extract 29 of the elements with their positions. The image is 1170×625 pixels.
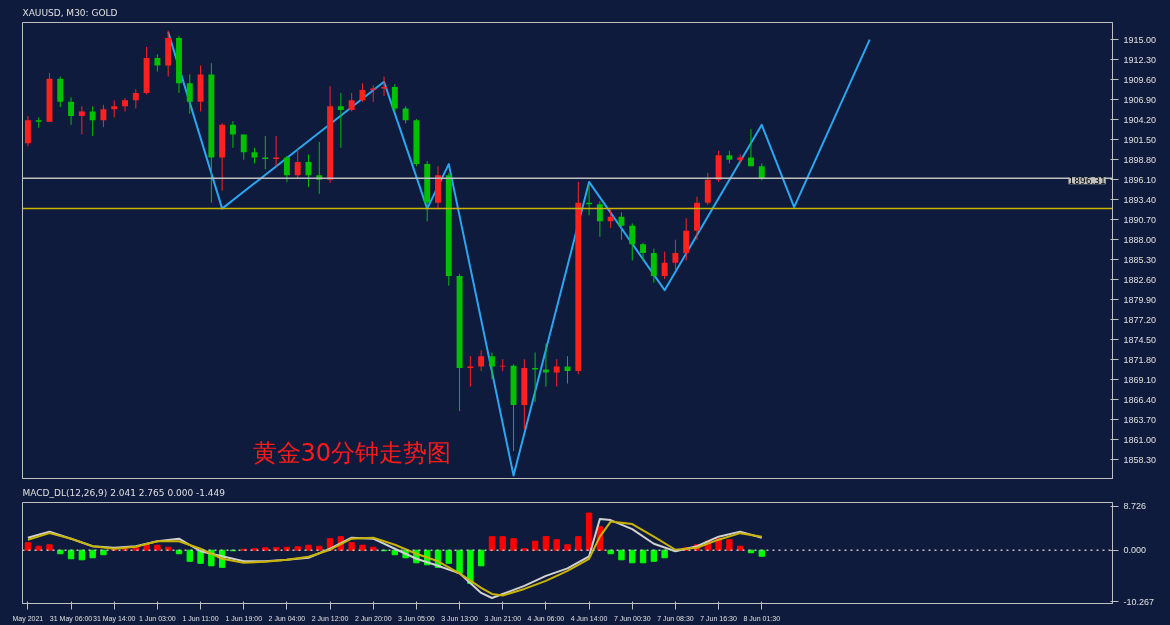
y-tick-label: -10.267	[1123, 596, 1155, 607]
y-tick-label: 1871.80	[1123, 354, 1157, 365]
y-tick-label: 0.000	[1123, 545, 1147, 556]
chart-title: MACD_DL(12,26,9) 2.041 2.765 0.000 -1.449	[22, 487, 226, 498]
y-tick-label: 1888.00	[1123, 234, 1157, 245]
y-tick-label: 8.726	[1123, 501, 1147, 512]
y-tick-label: 1890.70	[1123, 214, 1157, 225]
y-tick-label: 1869.10	[1123, 374, 1157, 385]
y-tick-label: 1885.30	[1123, 254, 1157, 265]
y-tick-label: 1898.80	[1123, 154, 1157, 165]
y-tick-label: 1861.00	[1123, 434, 1157, 445]
ref-line-label: 1896.31	[1068, 176, 1106, 187]
y-tick-label: 1915.00	[1123, 34, 1157, 45]
y-tick-label: 1909.60	[1123, 74, 1157, 85]
y-tick-label: 1904.20	[1123, 114, 1157, 125]
chart-title: XAUUSD, M30: GOLD	[22, 7, 118, 18]
y-tick-label: 1912.30	[1123, 54, 1157, 65]
y-tick-label: 1893.40	[1123, 194, 1157, 205]
y-tick-label: 1858.30	[1123, 454, 1157, 465]
y-tick-label: 1906.90	[1123, 94, 1157, 105]
y-tick-label: 1901.50	[1123, 134, 1157, 145]
y-tick-label: 1866.40	[1123, 394, 1157, 405]
y-tick-label: 1877.20	[1123, 314, 1157, 325]
y-tick-label: 1879.90	[1123, 294, 1157, 305]
y-tick-label: 1874.50	[1123, 334, 1157, 345]
annotation: 黄金30分钟走势图	[252, 438, 452, 467]
y-tick-label: 1882.60	[1123, 274, 1157, 285]
y-tick-label: 1863.70	[1123, 414, 1157, 425]
y-tick-label: 1896.10	[1123, 174, 1157, 185]
